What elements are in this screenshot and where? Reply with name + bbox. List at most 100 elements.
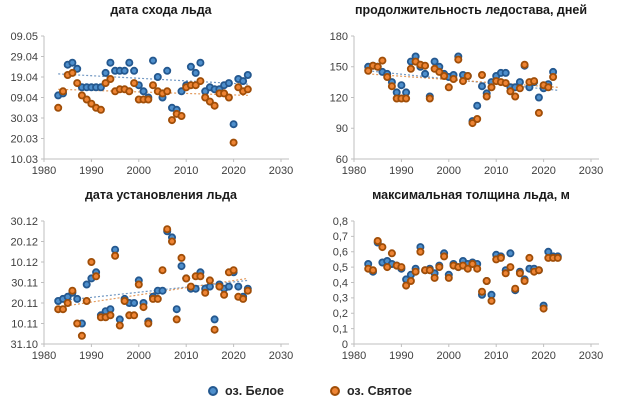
data-point-svyatoe: [520, 60, 529, 69]
data-point-svyatoe: [125, 87, 134, 96]
data-point-svyatoe: [68, 68, 77, 77]
x-tick-label: 2030: [579, 165, 603, 177]
data-point-svyatoe: [511, 284, 520, 293]
data-point-beloe: [73, 294, 82, 303]
svyatoe-marker-icon: [329, 385, 340, 396]
data-point-svyatoe: [82, 297, 91, 306]
data-point-svyatoe: [406, 64, 415, 73]
data-point-svyatoe: [153, 294, 162, 303]
data-point-svyatoe: [539, 304, 548, 313]
x-tick-label: 2000: [127, 350, 151, 362]
data-point-svyatoe: [435, 263, 444, 272]
data-point-svyatoe: [82, 95, 91, 104]
y-tick-label: 0,1: [333, 323, 348, 335]
data-point-svyatoe: [101, 79, 110, 88]
data-point-beloe: [224, 79, 233, 88]
data-point-beloe: [73, 64, 82, 73]
data-point-svyatoe: [201, 93, 210, 102]
series-beloe: [54, 227, 252, 328]
data-point-svyatoe: [387, 82, 396, 91]
y-tick-label: 09.04: [10, 92, 38, 104]
data-point-svyatoe: [59, 305, 68, 314]
y-tick-label: 180: [330, 31, 348, 43]
data-point-beloe: [106, 58, 115, 67]
x-tick-label: 2020: [531, 165, 555, 177]
data-point-svyatoe: [186, 282, 195, 291]
data-point-svyatoe: [482, 92, 491, 101]
data-point-svyatoe: [549, 73, 558, 82]
data-point-svyatoe: [163, 225, 172, 234]
y-tick-label: 0,7: [333, 231, 348, 243]
data-point-svyatoe: [449, 75, 458, 84]
series-svyatoe: [364, 55, 558, 128]
data-point-svyatoe: [468, 119, 477, 128]
x-tick-label: 1980: [342, 165, 366, 177]
y-tick-label: 30.03: [10, 113, 38, 125]
data-point-svyatoe: [54, 103, 63, 112]
data-point-svyatoe: [477, 287, 486, 296]
y-tick-label: 20.03: [10, 133, 38, 145]
data-point-beloe: [68, 58, 77, 67]
y-tick-label: 30.11: [11, 277, 38, 289]
y-tick-label: 10.03: [10, 154, 38, 166]
data-point-beloe: [148, 56, 157, 65]
data-point-svyatoe: [473, 264, 482, 273]
data-point-svyatoe: [144, 319, 153, 328]
y-tick-label: 19.04: [10, 72, 38, 84]
y-tick-label: 150: [330, 62, 348, 74]
data-point-svyatoe: [454, 55, 463, 64]
data-point-svyatoe: [425, 94, 434, 103]
data-point-beloe: [205, 282, 214, 291]
series-svyatoe: [54, 68, 252, 147]
data-point-svyatoe: [191, 81, 200, 90]
data-point-beloe: [96, 83, 105, 92]
data-point-svyatoe: [515, 84, 524, 93]
data-point-svyatoe: [229, 266, 238, 275]
x-tick-label: 2010: [174, 165, 198, 177]
data-point-svyatoe: [158, 266, 167, 275]
data-point-svyatoe: [477, 71, 486, 80]
data-point-svyatoe: [378, 243, 387, 252]
axes: [351, 35, 599, 162]
data-point-beloe: [186, 62, 195, 71]
data-point-svyatoe: [243, 286, 252, 295]
data-point-svyatoe: [220, 290, 229, 299]
data-point-svyatoe: [378, 56, 387, 65]
y-tick-label: 31.10: [10, 339, 38, 351]
data-point-svyatoe: [73, 79, 82, 88]
data-point-svyatoe: [496, 253, 505, 262]
data-point-beloe: [430, 57, 439, 66]
data-point-svyatoe: [373, 237, 382, 246]
data-point-svyatoe: [435, 67, 444, 76]
data-point-beloe: [172, 305, 181, 314]
data-point-svyatoe: [463, 264, 472, 273]
data-point-svyatoe: [506, 87, 515, 96]
x-tick-label: 2020: [531, 350, 555, 362]
x-tick-label: 2010: [174, 350, 198, 362]
data-point-svyatoe: [182, 274, 191, 283]
data-point-svyatoe: [501, 79, 510, 88]
x-tick-label: 1980: [342, 350, 366, 362]
data-point-beloe: [130, 299, 139, 308]
data-point-svyatoe: [383, 263, 392, 272]
y-tick-label: 60: [336, 154, 348, 166]
axes: [41, 220, 289, 347]
charts-grid: дата схода льда 09.05 29.04 19.04 09.04 30.0…: [10, 3, 603, 362]
data-point-beloe: [120, 66, 129, 75]
data-point-svyatoe: [239, 294, 248, 303]
y-tick-label: 09.05: [10, 31, 38, 43]
x-tick-label: 2020: [221, 350, 245, 362]
data-point-svyatoe: [115, 321, 124, 330]
data-point-svyatoe: [534, 108, 543, 117]
data-point-svyatoe: [430, 273, 439, 282]
data-point-svyatoe: [111, 251, 120, 260]
data-point-svyatoe: [406, 277, 415, 286]
y-tick-label: 0,8: [333, 216, 348, 228]
y-tick-label: 0,5: [333, 262, 348, 274]
data-point-svyatoe: [196, 272, 205, 281]
data-point-svyatoe: [369, 266, 378, 275]
data-point-beloe: [506, 249, 515, 258]
data-point-svyatoe: [444, 83, 453, 92]
